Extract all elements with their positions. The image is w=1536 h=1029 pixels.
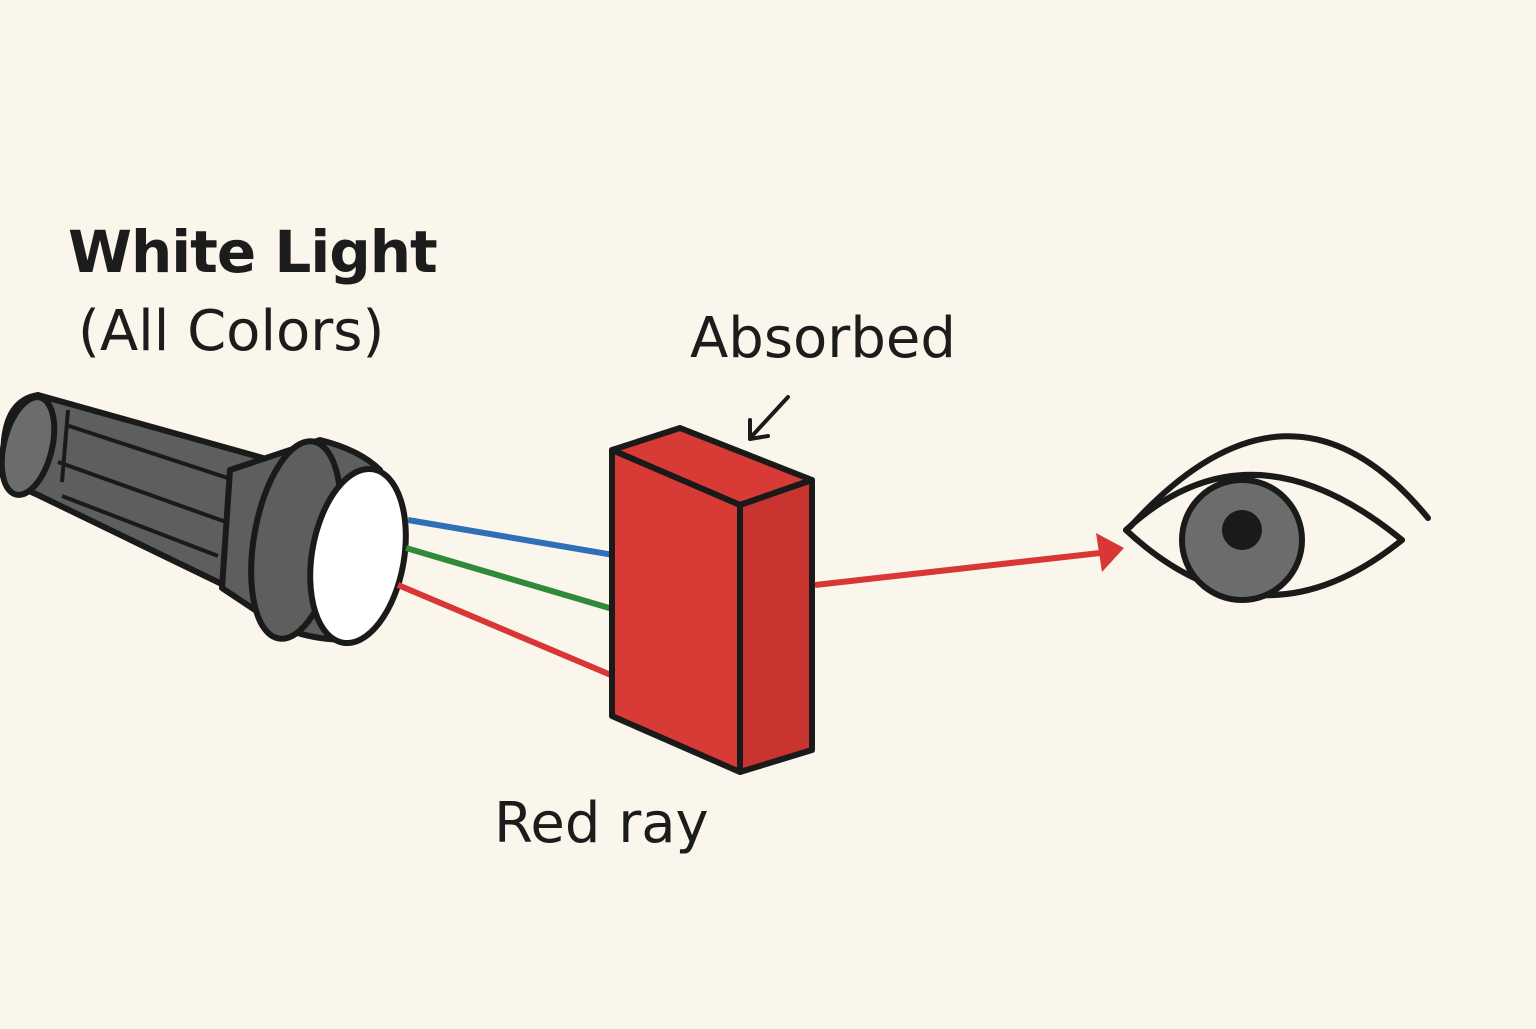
- red-ray-label: Red ray: [494, 791, 709, 856]
- red-arrowhead: [1096, 533, 1124, 572]
- eye-icon: [1123, 433, 1431, 603]
- absorbed-pointer-arrow: [748, 395, 790, 441]
- transmitted-red-ray: [814, 533, 1124, 588]
- red-ray-incoming: [396, 582, 620, 681]
- flashlight-icon: [0, 392, 409, 647]
- pupil: [1222, 510, 1262, 550]
- red-block-filter: [609, 425, 815, 775]
- source-label-line2: (All Colors): [78, 299, 384, 364]
- source-label-line1: White Light: [68, 218, 437, 286]
- absorbed-label: Absorbed: [690, 306, 956, 371]
